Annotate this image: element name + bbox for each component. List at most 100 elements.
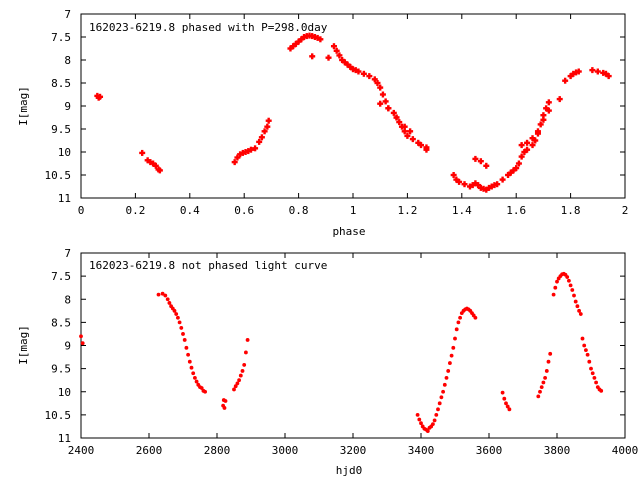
data-point [193,375,197,380]
data-point [529,135,536,142]
data-point [472,180,479,187]
data-point [181,332,185,336]
data-point [371,76,378,83]
data-point [454,327,459,332]
x-tick-label: 0.8 [289,204,309,217]
data-point [79,334,83,339]
x-tick-label: 1.8 [561,204,581,217]
data-points-unphased [79,271,604,433]
y-tick-label: 9 [64,340,71,353]
data-point [401,123,408,130]
axis-ticks-phased: 0 0.2 0.4 0.6 0.8 1 1.2 1.4 1.6 1.8 2 7 7.5 8 8.5 9 9.5 1… [45,8,629,217]
data-point [237,151,244,158]
data-point [261,128,268,135]
x-tick-label: 3600 [476,444,503,457]
data-point [602,70,609,77]
data-point [473,315,478,320]
data-point [317,36,324,43]
data-point [352,67,359,74]
data-point [507,169,514,176]
y-tick-label: 10 [58,386,71,399]
data-point [165,297,170,302]
data-point [436,407,440,412]
data-point [172,308,177,313]
data-point [234,154,241,161]
x-tick-label: 3400 [408,444,435,457]
data-point [513,165,520,172]
data-point [152,162,159,169]
data-point [355,68,362,75]
data-point [431,422,435,427]
data-point [441,389,445,394]
data-point [529,142,536,149]
data-point [562,77,569,84]
data-point [570,70,577,77]
data-point [540,116,547,123]
data-point [258,134,265,141]
data-point [309,53,316,60]
data-point [144,157,151,164]
data-point [290,43,297,50]
data-point [393,114,400,121]
data-point [298,36,305,43]
data-point [504,401,508,406]
data-point [237,378,242,383]
data-point [97,93,104,100]
data-point [252,145,259,152]
data-point [584,348,588,353]
data-point [515,160,522,167]
data-point [477,158,484,165]
data-point [518,142,525,149]
data-point [409,136,416,143]
data-point [418,142,424,149]
data-point [500,390,505,395]
data-point [177,320,182,325]
data-point [505,172,512,178]
data-point [80,341,85,346]
x-tick-label: 2800 [204,444,231,457]
x-tick-label: 0.2 [125,204,145,217]
y-tick-label: 9.5 [51,363,71,376]
data-point [292,40,299,47]
data-point [256,138,263,145]
data-point [545,99,552,106]
data-point [439,395,444,400]
data-point [548,351,553,356]
data-point [330,43,337,50]
data-points-phased [94,32,612,193]
y-tick-label: 11 [58,432,71,445]
data-point [450,172,457,178]
y-tick-label: 8 [64,54,71,67]
data-point [223,399,228,403]
data-point [594,68,601,75]
data-point [589,366,593,371]
data-point [187,359,192,364]
data-point [265,117,272,124]
data-point [599,388,604,393]
x-tick-label: 0 [78,204,85,217]
data-point [556,96,563,103]
axis-ticks-unphased: 2400 2600 2800 3000 3200 3400 3600 3800 4000 7 7.5… [45,247,639,457]
data-point [379,91,386,98]
data-point [377,100,384,107]
plot-title-unphased: 162023-6219.8 not phased light curve [89,259,327,272]
data-point [524,139,531,146]
data-point [575,68,582,75]
data-point [488,183,495,190]
x-tick-label: 0.6 [234,204,254,217]
data-point [575,304,580,309]
data-point [382,98,389,105]
data-point [203,389,208,394]
data-point [546,359,551,364]
data-point [186,352,191,357]
x-tick-label: 2400 [68,444,95,457]
x-tick-label: 1.6 [506,204,526,217]
x-tick-label: 2 [622,204,629,217]
data-point [536,394,541,399]
data-point [543,375,547,380]
data-point [401,128,408,135]
data-point [231,159,238,166]
x-tick-label: 1 [350,204,357,217]
y-tick-label: 7 [64,8,71,21]
